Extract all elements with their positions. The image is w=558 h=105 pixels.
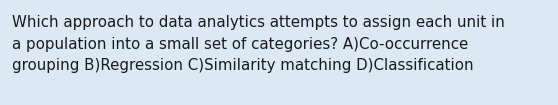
Text: Which approach to data analytics attempts to assign each unit in
a population in: Which approach to data analytics attempt… <box>12 15 505 73</box>
